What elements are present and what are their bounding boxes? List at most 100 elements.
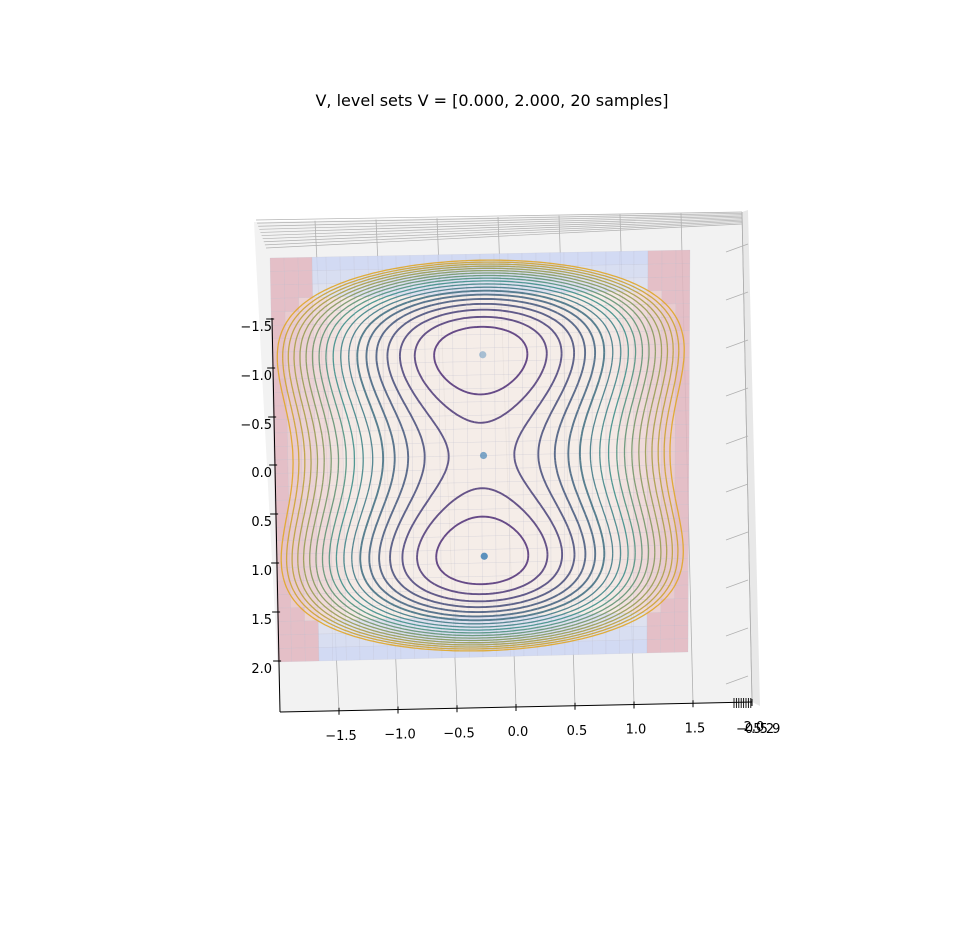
- x-tick-labels: −1.5 −1.0 −0.5 0.0 0.5 1.0 1.5 2.0: [325, 699, 764, 744]
- grid-line-z: [257, 212, 743, 224]
- x-tick-label: 2.0: [744, 720, 765, 735]
- surface-cell: [304, 633, 319, 648]
- surface-cell: [563, 252, 579, 266]
- surface-cell: [287, 472, 303, 487]
- surface-cell: [399, 564, 414, 579]
- surface-cell: [522, 440, 537, 455]
- surface-cell: [454, 549, 469, 564]
- surface-cell: [508, 387, 523, 402]
- surface-cell: [537, 547, 552, 562]
- surface-cell: [439, 415, 454, 430]
- contour-level: [325, 277, 637, 634]
- surface-cell: [398, 456, 413, 471]
- surface-cell: [287, 432, 302, 447]
- surface-cell: [468, 549, 483, 564]
- surface-cell: [509, 508, 524, 523]
- grid-line-z: [265, 223, 743, 249]
- surface-cell: [564, 547, 579, 562]
- surface-cell: [284, 284, 299, 299]
- surface-cell: [675, 290, 690, 305]
- surface-cell: [276, 594, 291, 609]
- grid-line-z: [260, 216, 743, 233]
- surface-cell: [273, 446, 288, 461]
- chart-title: V, level sets V = [0.000, 2.000, 20 samp…: [315, 91, 668, 110]
- surface-cell: [674, 625, 689, 640]
- surface-cell: [661, 330, 676, 345]
- surface-cell: [410, 335, 426, 350]
- critical-points: [479, 351, 488, 560]
- grid-line-side: [725, 483, 749, 493]
- y-tick-label: −1.0: [240, 369, 272, 384]
- surface-cell: [385, 551, 400, 566]
- surface-cell: [318, 633, 333, 648]
- surface-cell: [674, 464, 690, 479]
- surface-cell: [468, 535, 483, 550]
- contour-level: [433, 325, 530, 586]
- contour-level: [375, 298, 587, 614]
- grid-line-z: [258, 214, 743, 227]
- surface-cell: [283, 257, 299, 272]
- surface-cell: [287, 459, 303, 474]
- surface-cell: [275, 553, 291, 568]
- contour-level: [398, 308, 564, 603]
- surface-cell: [453, 428, 468, 443]
- surface-cell: [494, 387, 509, 402]
- contour-level: [356, 289, 606, 622]
- surface-cell: [508, 373, 523, 388]
- surface-cell: [661, 250, 677, 265]
- surface-cell: [454, 563, 469, 578]
- grid-line-side: [725, 291, 749, 301]
- surface-cell: [330, 552, 345, 567]
- surface-cell: [273, 419, 288, 434]
- surface-cell: [345, 646, 361, 661]
- surface-cell: [353, 256, 369, 270]
- surface-cell: [495, 427, 510, 442]
- surface-cell: [332, 646, 347, 661]
- surface-cell: [522, 387, 537, 402]
- y-tick-label: 0.5: [251, 515, 272, 530]
- surface-cell: [564, 641, 579, 656]
- surface-cell: [495, 548, 510, 563]
- surface-cell: [675, 263, 691, 278]
- surface-cell: [312, 270, 327, 285]
- surface-cell: [290, 620, 305, 635]
- surface-cell: [661, 464, 676, 479]
- surface-cell: [646, 625, 661, 640]
- surface-cell: [411, 375, 426, 390]
- surface-cell: [327, 350, 342, 365]
- x-tick-label: 0.5: [567, 724, 588, 739]
- surface-cell: [564, 439, 579, 454]
- surface-cell: [495, 535, 510, 550]
- x-tick-label: −1.0: [384, 728, 416, 743]
- surface-cell: [291, 634, 306, 649]
- y-axis-line: [271, 317, 281, 713]
- surface-cell: [270, 297, 286, 312]
- surface-cell: [592, 452, 607, 467]
- surface-cell: [384, 457, 399, 472]
- surface-cell: [481, 535, 497, 550]
- surface-cell: [453, 442, 468, 457]
- surface-cell: [344, 538, 359, 553]
- surface-cell: [304, 607, 319, 622]
- surface-cell: [660, 625, 675, 640]
- grid-line-z: [262, 219, 743, 240]
- z-tick-labels: −0.5529: [733, 698, 782, 737]
- surface-cell: [508, 414, 523, 429]
- grid-line-z: [255, 211, 743, 221]
- surface-cell: [356, 457, 372, 472]
- surface-cell: [439, 375, 454, 390]
- contour-level: [282, 261, 680, 650]
- surface-cell: [660, 638, 675, 653]
- surface-cell: [339, 256, 355, 271]
- surface-cell: [675, 249, 691, 264]
- surface-cell: [468, 562, 483, 577]
- surface-cell: [425, 429, 440, 444]
- surface-cell: [494, 360, 509, 375]
- surface-cell: [550, 440, 565, 455]
- surface-cell: [356, 444, 371, 459]
- surface-cell: [411, 416, 427, 431]
- surface-cell: [661, 263, 677, 278]
- surface-cell: [523, 548, 538, 563]
- surface-cell: [440, 550, 455, 565]
- contour-level: [287, 263, 674, 648]
